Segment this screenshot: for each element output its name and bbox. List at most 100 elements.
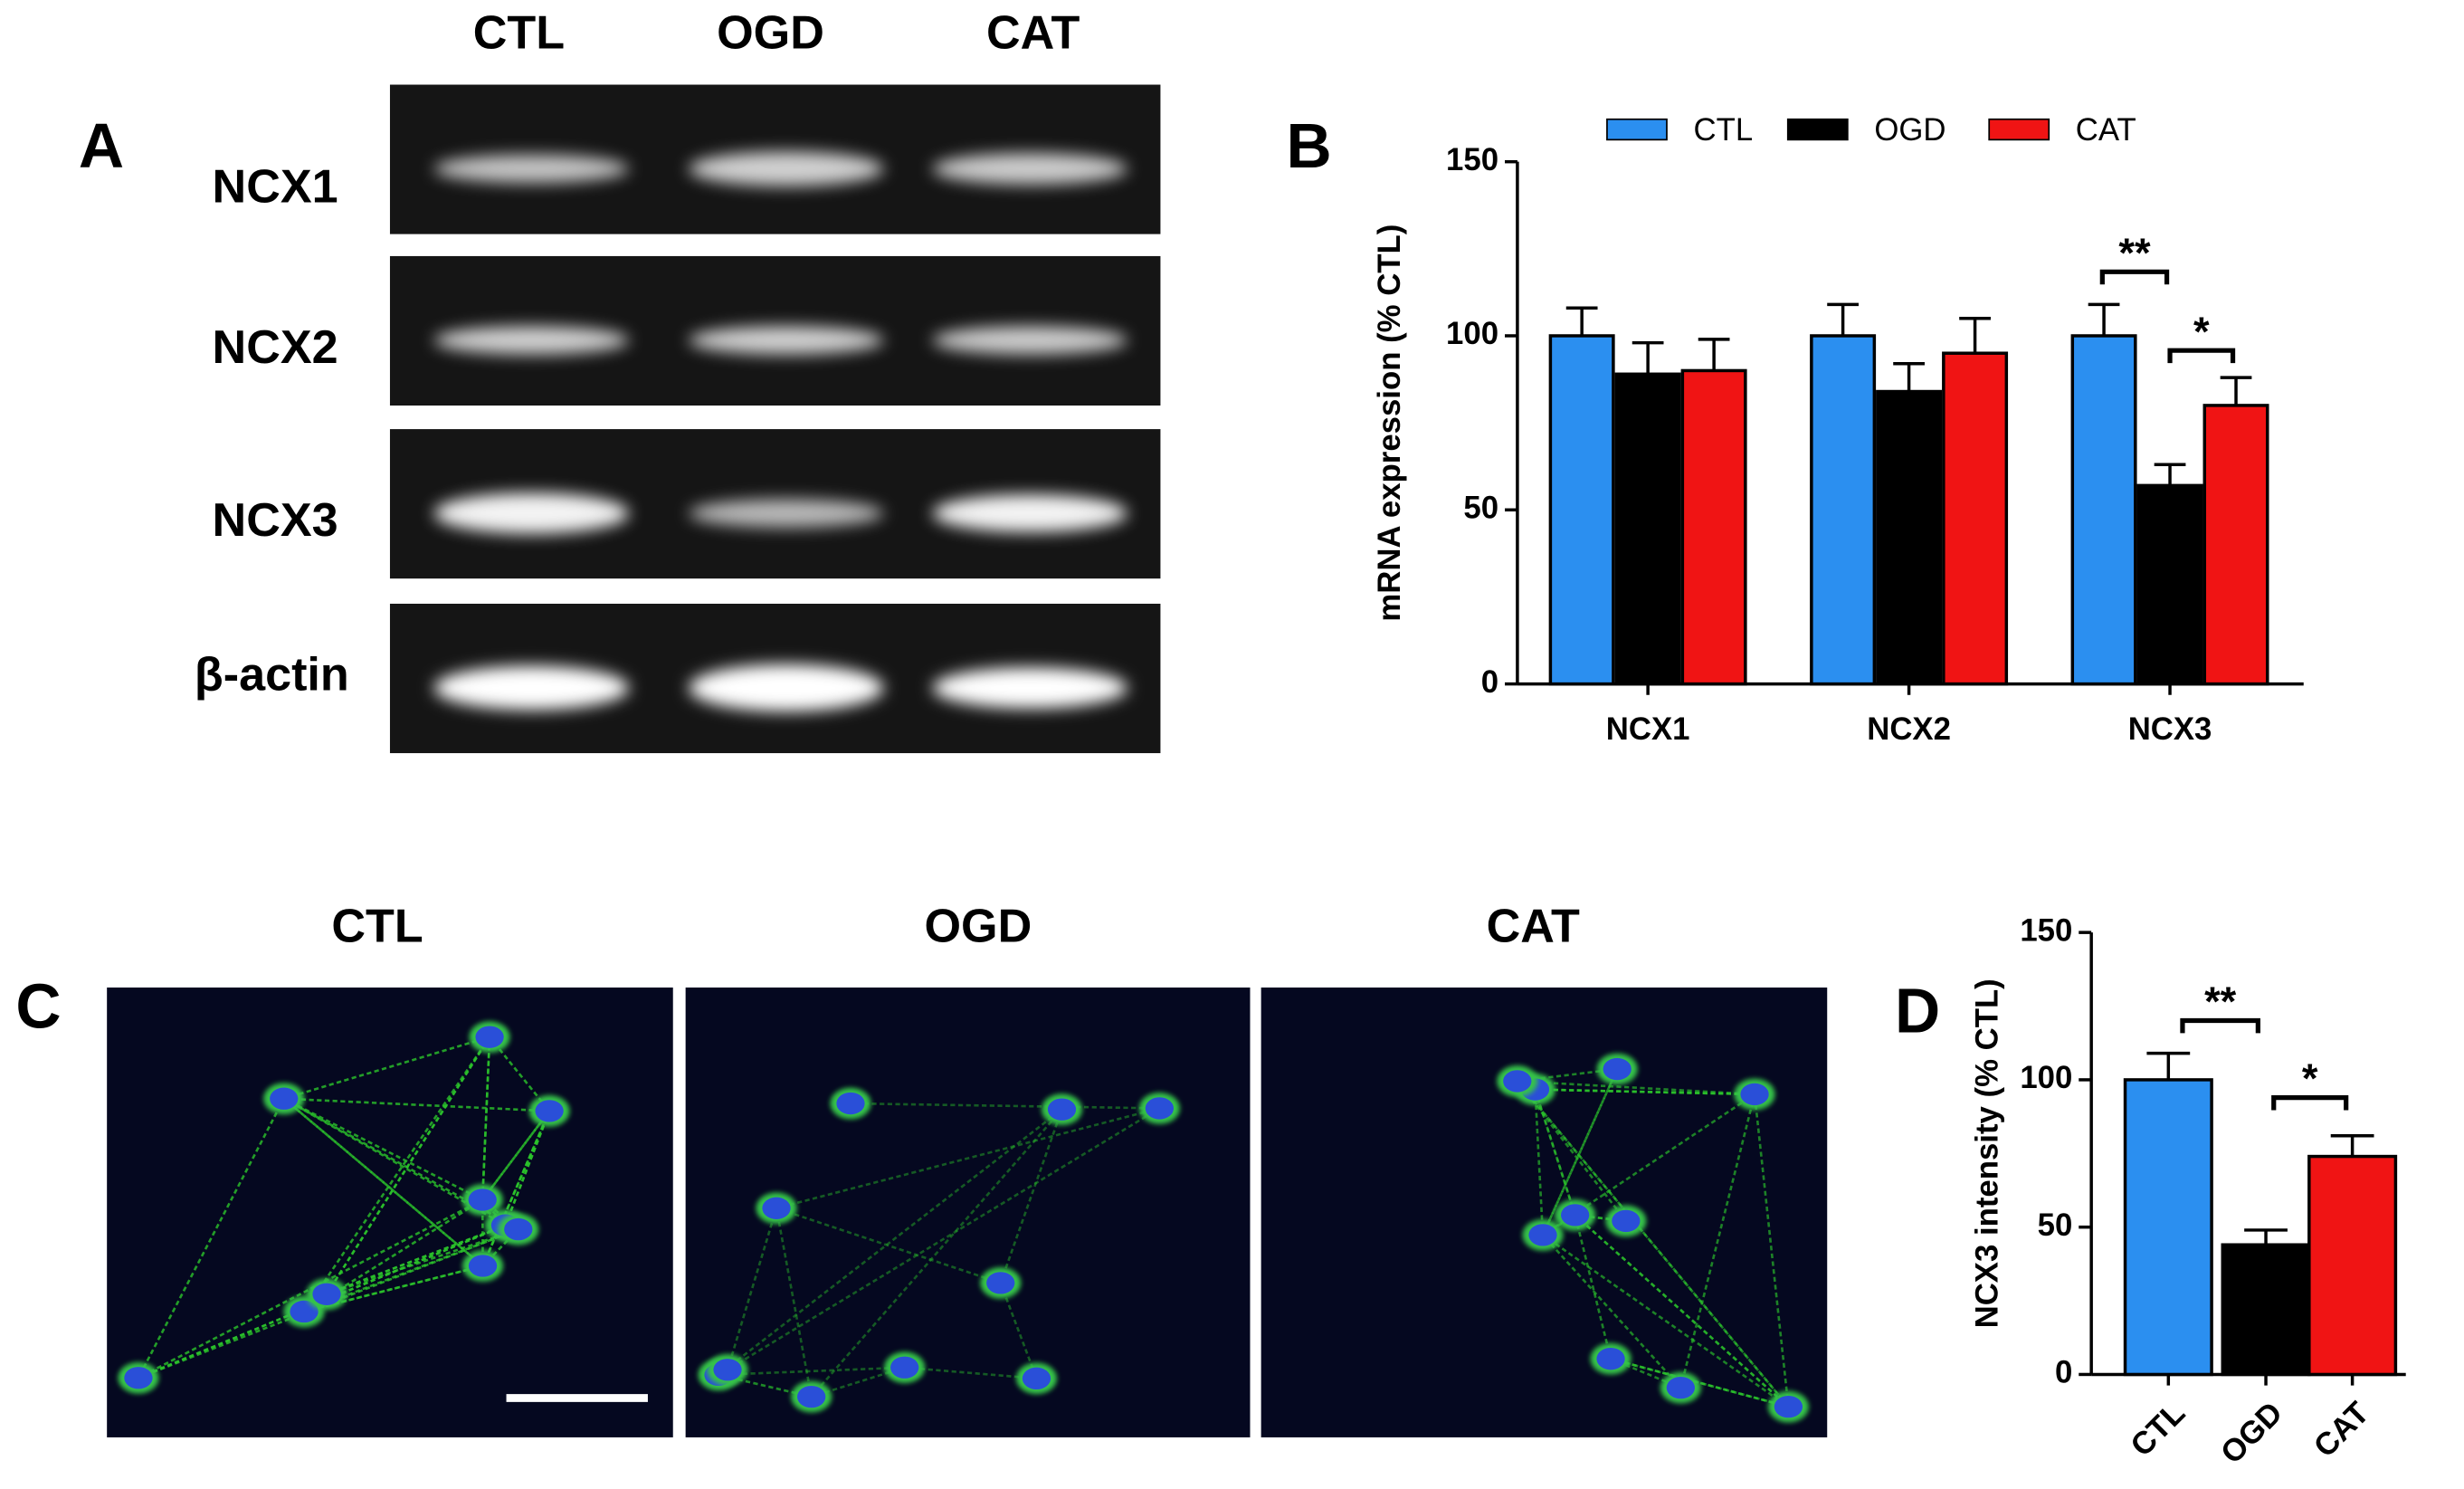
y-tick-label: 0	[1481, 665, 1498, 700]
micrographs: CTL OGD CAT	[107, 900, 1828, 1437]
gel-band	[932, 326, 1127, 355]
legend-swatch	[1786, 118, 1849, 141]
nucleus	[1603, 1057, 1632, 1081]
significance-bracket	[2167, 348, 2236, 364]
x-tick-label: CAT	[2307, 1396, 2376, 1465]
neurite	[850, 1102, 1160, 1110]
nucleus	[270, 1087, 299, 1110]
gel-band	[932, 667, 1127, 709]
y-tick-label: 100	[1446, 317, 1498, 351]
micrograph	[1261, 987, 1828, 1437]
nucleus	[468, 1255, 498, 1277]
y-tick-label: 150	[2020, 913, 2072, 948]
neurite	[283, 1097, 483, 1201]
significance-bracket	[2271, 1095, 2349, 1111]
neurite	[137, 1098, 285, 1379]
neurite	[1541, 1068, 1619, 1236]
nucleus	[475, 1026, 504, 1048]
lane-label: CAT	[986, 6, 1080, 59]
nucleus	[1145, 1097, 1175, 1120]
legend-swatch	[1606, 118, 1668, 141]
y-tick-label: 0	[2055, 1356, 2072, 1390]
legend-label: CTL	[1694, 113, 1754, 148]
y-axis-label: NCX3 intensity (% CTL)	[1970, 978, 2004, 1328]
neurite	[1610, 1357, 1789, 1408]
neurite	[775, 1107, 1160, 1210]
neurite	[1574, 1215, 1613, 1360]
neurite	[303, 1265, 483, 1313]
nucleus	[797, 1385, 826, 1408]
gel-band	[689, 663, 884, 712]
legend-label: OGD	[1874, 113, 1946, 148]
neurite	[1516, 1080, 1627, 1222]
neurite	[283, 1097, 519, 1231]
y-tick-label: 150	[1446, 143, 1498, 177]
neurite	[718, 1108, 1063, 1376]
bar	[2123, 1078, 2213, 1377]
gel-band	[433, 665, 630, 711]
panel-letter: D	[1895, 976, 1940, 1046]
gel-band	[433, 326, 630, 355]
panel-letter: C	[15, 970, 61, 1041]
gel-band	[689, 326, 884, 355]
nucleus	[986, 1272, 1015, 1294]
x-tick-label: NCX3	[2128, 712, 2212, 747]
neurite	[904, 1366, 1037, 1380]
neurite	[1753, 1093, 1790, 1408]
x-tick-label: NCX2	[1867, 712, 1951, 747]
y-tick-label: 100	[2020, 1061, 2072, 1095]
image-label: CTL	[331, 900, 423, 952]
neurite	[999, 1282, 1038, 1379]
gel-band	[689, 151, 884, 186]
nucleus	[1612, 1209, 1641, 1233]
neurite	[1534, 1089, 1576, 1216]
significance-label: *	[2193, 309, 2210, 355]
nucleus	[504, 1217, 533, 1241]
neurite	[775, 1207, 1002, 1284]
x-tick-label: NCX1	[1606, 712, 1690, 747]
x-tick-label: CTL	[2125, 1396, 2193, 1464]
neurite	[1542, 1234, 1682, 1389]
bar	[1680, 368, 1747, 686]
nucleus	[1022, 1367, 1051, 1390]
neurite	[282, 1097, 484, 1267]
lane-label: OGD	[717, 6, 824, 59]
neurite	[283, 1097, 550, 1112]
nucleus	[1774, 1395, 1803, 1418]
neurite	[1535, 1088, 1755, 1096]
neurite	[326, 1227, 519, 1296]
image-label: CAT	[1487, 900, 1580, 952]
bar	[1548, 334, 1615, 686]
nucleus	[1666, 1376, 1695, 1399]
neurite	[283, 1036, 490, 1100]
neurite	[1610, 1357, 1789, 1408]
row-label: NCX1	[213, 161, 338, 214]
gel-band	[433, 154, 630, 184]
bar	[1942, 351, 2009, 686]
nucleus	[836, 1092, 865, 1115]
bar	[1876, 389, 1943, 686]
legend-label: CAT	[2076, 113, 2136, 148]
neurite	[481, 1110, 551, 1201]
y-tick-label: 50	[1463, 491, 1498, 525]
gel-band	[932, 494, 1127, 532]
significance-label: **	[2204, 978, 2237, 1025]
neurite	[1517, 1080, 1755, 1096]
neurite	[810, 1108, 1063, 1398]
neurite	[1574, 1214, 1790, 1408]
nucleus	[1528, 1224, 1557, 1246]
panel-letter: B	[1286, 110, 1331, 181]
neurite	[138, 1227, 519, 1379]
nucleus	[713, 1359, 742, 1381]
gel-band	[689, 499, 884, 528]
row-label: NCX2	[213, 321, 338, 374]
neurite	[302, 1036, 491, 1312]
neurite	[504, 1110, 551, 1227]
micrograph	[107, 987, 673, 1437]
significance-label: **	[2118, 230, 2151, 276]
neurite	[138, 1198, 483, 1379]
image-label: OGD	[924, 900, 1032, 952]
significance-bracket	[2099, 269, 2170, 285]
bar	[2070, 334, 2137, 686]
x-tick-label: OGD	[2214, 1396, 2289, 1471]
